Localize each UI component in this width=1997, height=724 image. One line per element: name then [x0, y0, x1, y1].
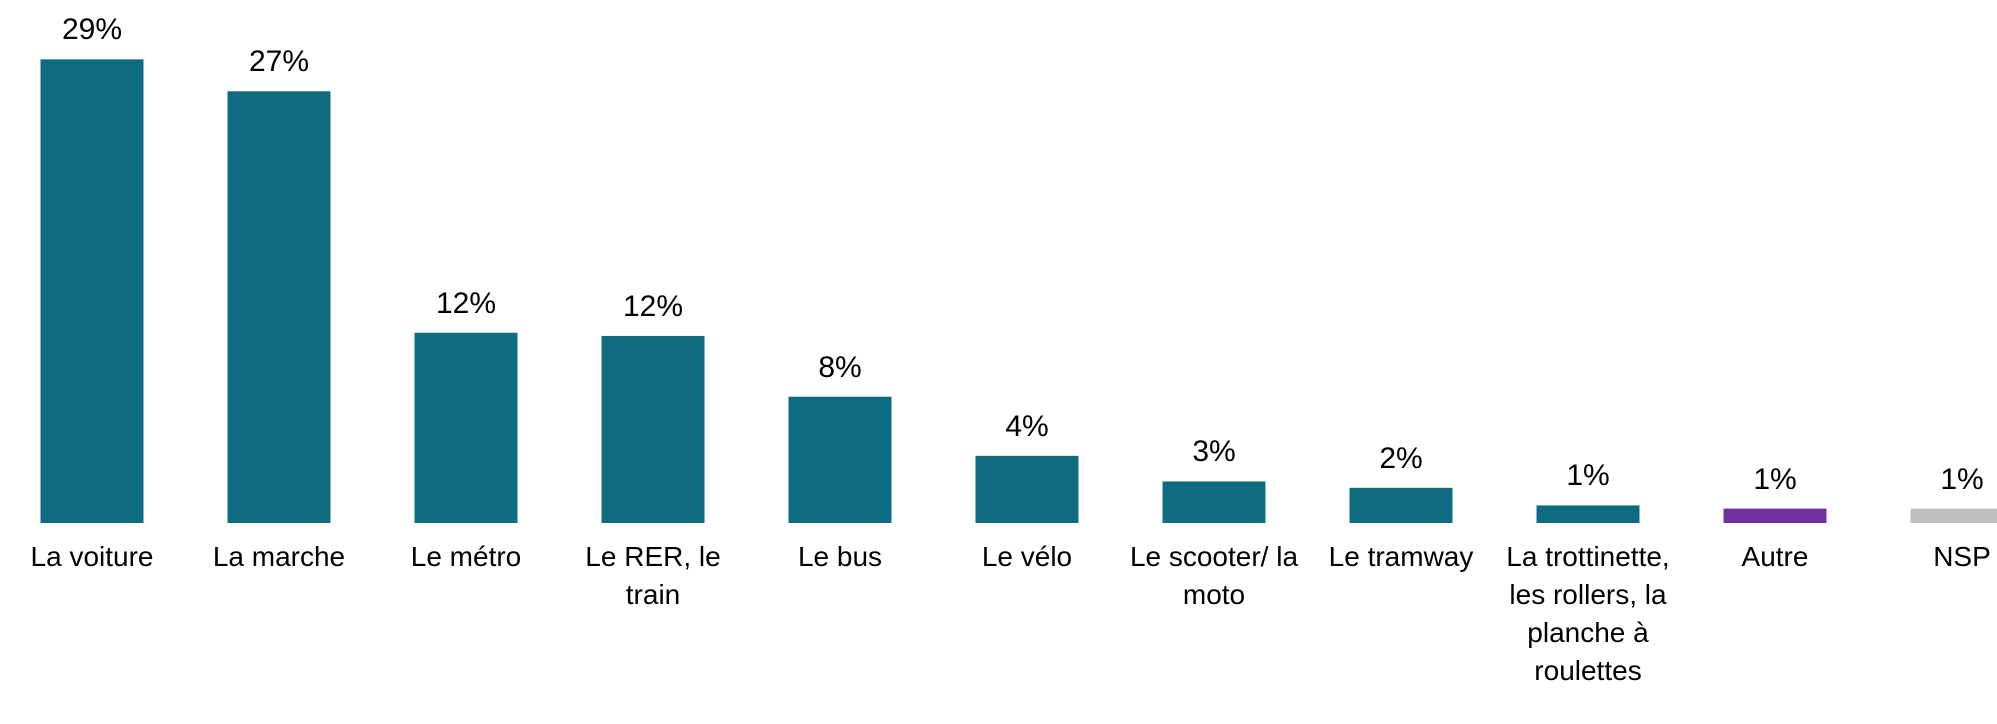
value-label: 2%	[1379, 441, 1423, 475]
x-tick-label: Autre	[1741, 541, 1809, 572]
x-tick-label: Le tramway	[1328, 541, 1474, 572]
x-tick-label: Le métro	[410, 541, 522, 572]
x-tick-label: Le vélo	[981, 541, 1073, 572]
x-tick-label: La trottinette, les rollers, la planche …	[1506, 541, 1670, 686]
value-label: 1%	[1566, 459, 1610, 493]
bar	[1349, 487, 1453, 523]
x-tick-label: La voiture	[30, 541, 154, 572]
value-label: 3%	[1192, 435, 1236, 469]
x-tick-label: Le bus	[797, 541, 883, 572]
value-label: 27%	[248, 45, 310, 79]
value-label: 8%	[818, 350, 862, 384]
bar	[40, 59, 144, 524]
bar	[788, 396, 892, 523]
x-tick-label: Le scooter/ la moto	[1129, 541, 1299, 610]
bar	[601, 335, 705, 523]
value-label: 1%	[1940, 462, 1984, 496]
value-label: 1%	[1753, 462, 1797, 496]
bar	[1723, 508, 1827, 523]
x-tick-label: Le RER, le train	[585, 541, 721, 610]
bar	[975, 455, 1079, 523]
x-tick-label: NSP	[1933, 541, 1991, 572]
bar	[414, 332, 518, 523]
value-label: 12%	[435, 286, 497, 320]
value-label: 29%	[61, 13, 123, 47]
x-tick-label: La marche	[212, 541, 346, 572]
bar	[1536, 505, 1640, 523]
bar	[1910, 508, 1997, 523]
bar	[227, 91, 331, 523]
value-label: 4%	[1005, 409, 1049, 443]
value-label: 12%	[622, 289, 684, 323]
bar	[1162, 481, 1266, 523]
